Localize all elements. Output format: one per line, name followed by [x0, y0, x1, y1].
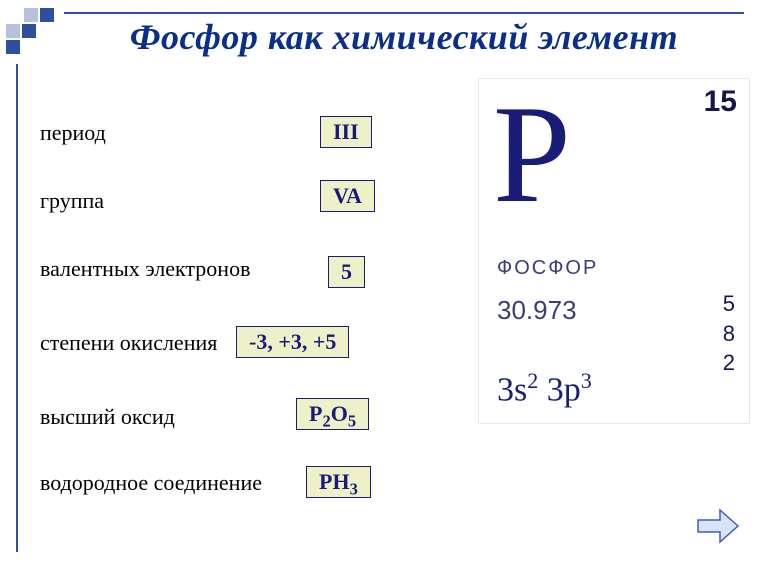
- atomic-mass: 30.973: [497, 295, 577, 326]
- property-label: высший оксид: [40, 404, 175, 430]
- property-value: 5: [328, 256, 365, 288]
- property-value: -3, +3, +5: [236, 326, 349, 358]
- property-value: VA: [320, 180, 375, 212]
- element-tile: 15 P ФОСФОР 30.973 582 3s2 3p3: [478, 78, 750, 424]
- element-symbol: P: [493, 85, 571, 225]
- property-value: III: [320, 116, 372, 148]
- top-rule: [64, 12, 744, 14]
- electron-shells: 582: [723, 289, 735, 378]
- page-title: Фосфор как химический элемент: [70, 16, 738, 58]
- property-label: валентных электронов: [40, 256, 250, 282]
- property-label: водородное соединение: [40, 470, 262, 496]
- corner-decoration: [6, 8, 62, 52]
- property-label: период: [40, 120, 106, 146]
- property-label: степени окисления: [40, 330, 217, 356]
- property-value: P2O5: [296, 398, 369, 430]
- slide: Фосфор как химический элемент период III г…: [0, 0, 768, 576]
- arrow-right-icon: [696, 506, 740, 546]
- atomic-number: 15: [704, 85, 737, 119]
- electron-config: 3s2 3p3: [497, 368, 592, 409]
- next-arrow-button[interactable]: [696, 506, 740, 546]
- property-label: группа: [40, 188, 104, 214]
- property-value: PH3: [306, 466, 371, 498]
- element-name: ФОСФОР: [497, 257, 598, 280]
- left-rule: [16, 64, 18, 552]
